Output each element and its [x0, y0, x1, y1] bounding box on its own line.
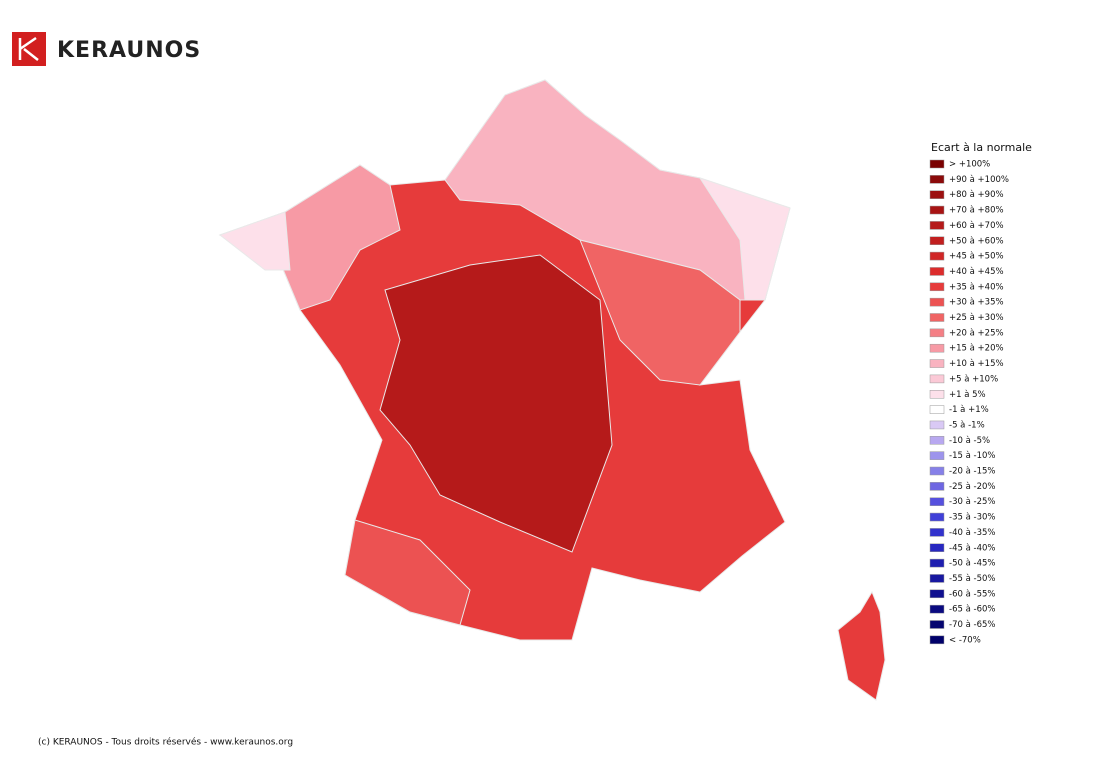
legend-swatch: [929, 635, 945, 645]
legend-label: < -70%: [949, 635, 981, 645]
legend-swatch: [929, 175, 945, 184]
france-map: [218, 79, 886, 701]
legend: Ecart à la normale > +100% +90 à +100% +80…: [929, 141, 1032, 645]
logo-text: KERAUNOS: [57, 38, 201, 63]
legend-label: -15 à -10%: [949, 451, 995, 461]
legend-label: +5 à +10%: [949, 374, 998, 384]
legend-swatch: [929, 159, 945, 169]
logo-k: [18, 36, 39, 61]
center-region: [379, 254, 613, 553]
legend-swatch: [929, 282, 945, 292]
legend-swatch: [929, 420, 945, 430]
legend-label: -65 à -60%: [949, 605, 995, 615]
corsica: [837, 590, 886, 701]
legend-swatch: [929, 236, 945, 245]
legend-label: -35 à -30%: [949, 513, 995, 523]
legend-swatch: [929, 221, 945, 230]
northeast-region: [698, 177, 791, 301]
legend-label: +1 à 5%: [949, 390, 986, 400]
legend-swatch: [929, 482, 945, 491]
legend-label: +40 à +45%: [949, 267, 1004, 277]
legend-label: +60 à +70%: [949, 221, 1004, 231]
legend-swatch: [929, 451, 945, 460]
legend-label: +45 à +50%: [949, 252, 1004, 262]
brittany-tip: [218, 211, 291, 271]
logo-mark: [12, 32, 46, 66]
legend-swatch: [929, 558, 945, 568]
legend-label: > +100%: [949, 160, 990, 170]
legend-swatch: [929, 297, 945, 307]
brittany-region: [218, 164, 401, 311]
legend-swatch: [929, 466, 945, 476]
legend-swatch: [929, 543, 945, 552]
logo: KERAUNOS: [12, 32, 201, 66]
legend-swatch: [929, 574, 945, 583]
legend-label: +30 à +35%: [949, 298, 1004, 308]
legend-swatch: [929, 359, 945, 368]
legend-swatch: [929, 190, 945, 199]
legend-label: +10 à +15%: [949, 359, 1004, 369]
legend-swatch: [929, 328, 945, 338]
legend-swatch: [929, 604, 945, 614]
legend-label: -50 à -45%: [949, 559, 995, 569]
legend-label: -70 à -65%: [949, 620, 995, 630]
legend-label: -30 à -25%: [949, 497, 995, 507]
legend-swatch: [929, 528, 945, 537]
legend-title: Ecart à la normale: [931, 141, 1032, 154]
legend-swatch: [929, 390, 945, 399]
legend-label: -25 à -20%: [949, 482, 995, 492]
legend-swatch: [929, 267, 945, 276]
legend-label: -20 à -15%: [949, 467, 995, 477]
legend-label: -45 à -40%: [949, 543, 995, 553]
legend-label: -55 à -50%: [949, 574, 995, 584]
legend-swatch: [929, 620, 945, 629]
southwest-region: [344, 519, 471, 626]
legend-label: +80 à +90%: [949, 190, 1004, 200]
legend-swatch: [929, 374, 945, 384]
legend-label: +70 à +80%: [949, 206, 1004, 216]
legend-swatch: [929, 343, 945, 353]
legend-label: +35 à +40%: [949, 282, 1004, 292]
footer: (c) KERAUNOS - Tous droits réservés - ww…: [38, 737, 293, 748]
legend-swatch: [929, 512, 945, 522]
east-region: [579, 239, 741, 386]
legend-label: +50 à +60%: [949, 236, 1004, 246]
legend-swatch: [929, 205, 945, 215]
legend-label: -40 à -35%: [949, 528, 995, 538]
legend-swatch: [929, 405, 945, 414]
legend-swatch: [929, 436, 945, 445]
legend-label: -1 à +1%: [949, 405, 989, 415]
legend-swatch: [929, 589, 945, 599]
legend-label: +90 à +100%: [949, 175, 1009, 185]
legend-label: -60 à -55%: [949, 589, 995, 599]
legend-swatch: [929, 313, 945, 322]
legend-label: +20 à +25%: [949, 328, 1004, 338]
legend-label: +15 à +20%: [949, 344, 1004, 354]
legend-swatch: [929, 497, 945, 506]
legend-label: -10 à -5%: [949, 436, 990, 446]
legend-label: -5 à -1%: [949, 420, 985, 430]
legend-label: +25 à +30%: [949, 313, 1004, 323]
legend-swatch: [929, 251, 945, 261]
